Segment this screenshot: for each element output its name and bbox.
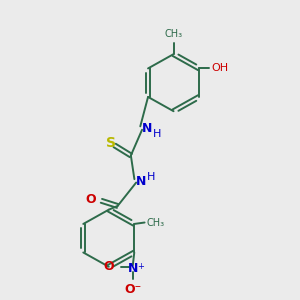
Text: H: H bbox=[147, 172, 155, 182]
Text: O⁻: O⁻ bbox=[124, 283, 141, 296]
Text: N: N bbox=[128, 262, 138, 275]
Text: OH: OH bbox=[212, 63, 229, 74]
Text: N: N bbox=[142, 122, 152, 135]
Text: +: + bbox=[137, 262, 144, 271]
Text: N: N bbox=[136, 175, 146, 188]
Text: CH₃: CH₃ bbox=[147, 218, 165, 227]
Text: S: S bbox=[106, 136, 116, 150]
Text: O: O bbox=[85, 193, 96, 206]
Text: H: H bbox=[153, 129, 161, 139]
Text: CH₃: CH₃ bbox=[164, 29, 183, 39]
Text: O: O bbox=[103, 260, 114, 273]
